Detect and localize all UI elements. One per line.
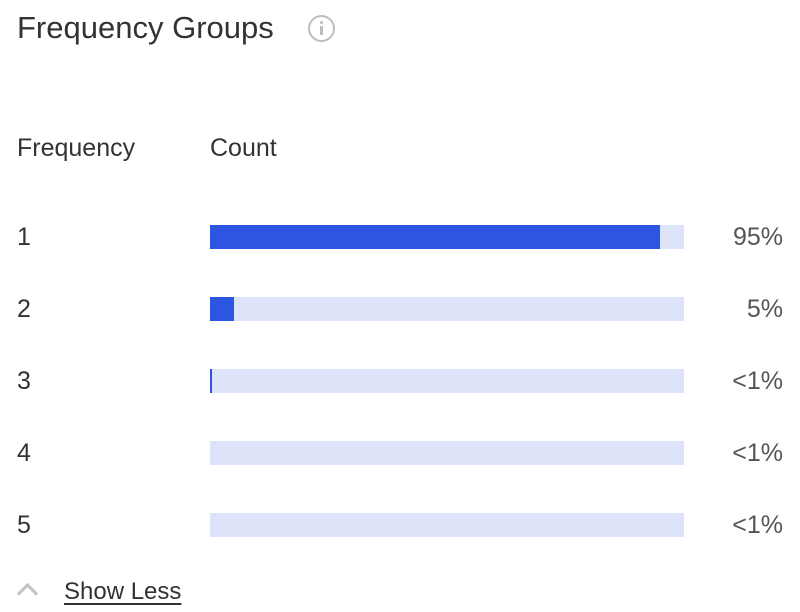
column-header-frequency: Frequency: [17, 134, 136, 162]
frequency-value: 1: [17, 223, 31, 251]
count-bar-fill: [210, 297, 234, 321]
count-bar-fill: [210, 369, 212, 393]
frequency-value: 4: [17, 439, 31, 467]
info-icon[interactable]: [308, 15, 335, 42]
show-less-toggle[interactable]: Show Less: [16, 578, 181, 605]
count-bar-track: [210, 225, 684, 249]
percent-label: 95%: [732, 223, 783, 251]
percent-label: <1%: [732, 439, 783, 467]
show-less-link[interactable]: Show Less: [64, 578, 182, 605]
count-bar-track: [210, 441, 684, 465]
frequency-value: 5: [17, 511, 31, 539]
table-row: 4 <1%: [0, 439, 800, 467]
count-bar-track: [210, 369, 684, 393]
table-row: 1 95%: [0, 223, 800, 251]
frequency-value: 2: [17, 295, 31, 323]
frequency-value: 3: [17, 367, 31, 395]
table-row: 5 <1%: [0, 511, 800, 539]
count-bar-fill: [210, 225, 661, 249]
count-bar-track: [210, 297, 684, 321]
page-title: Frequency Groups: [17, 10, 274, 45]
percent-label: <1%: [732, 511, 783, 539]
count-bar-track: [210, 513, 684, 537]
percent-label: 5%: [746, 295, 783, 323]
chevron-up-icon: [16, 582, 39, 605]
table-row: 3 <1%: [0, 367, 800, 395]
table-row: 2 5%: [0, 295, 800, 323]
percent-label: <1%: [732, 367, 783, 395]
column-header-count: Count: [210, 134, 277, 162]
